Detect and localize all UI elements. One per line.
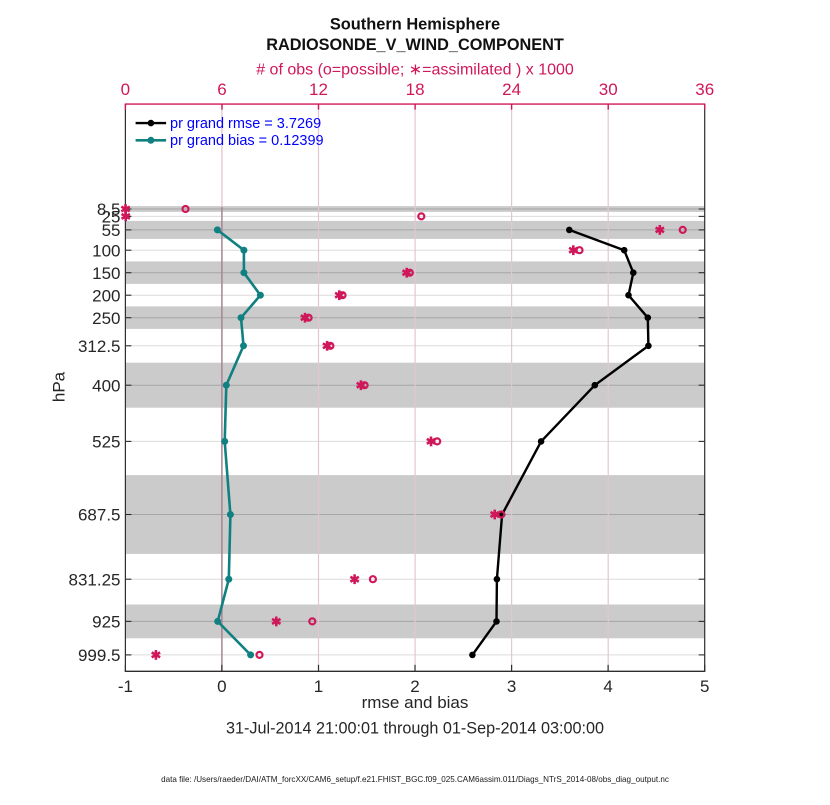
svg-text:55: 55: [102, 221, 121, 240]
svg-text:6: 6: [217, 80, 226, 99]
svg-text:30: 30: [599, 80, 618, 99]
svg-text:RADIOSONDE_V_WIND_COMPONENT: RADIOSONDE_V_WIND_COMPONENT: [266, 36, 564, 54]
svg-text:1: 1: [314, 677, 323, 696]
svg-text:24: 24: [502, 80, 521, 99]
svg-text:31-Jul-2014 21:00:01 through 0: 31-Jul-2014 21:00:01 through 01-Sep-2014…: [226, 720, 604, 738]
svg-text:0: 0: [121, 80, 130, 99]
svg-text:250: 250: [92, 309, 120, 328]
svg-text:999.5: 999.5: [78, 646, 121, 665]
svg-text:pr grand rmse = 3.7269: pr grand rmse = 3.7269: [170, 116, 321, 132]
svg-text:hPa: hPa: [50, 371, 69, 402]
svg-text:8.5: 8.5: [97, 200, 121, 219]
svg-text:925: 925: [92, 613, 120, 632]
svg-text:687.5: 687.5: [78, 506, 121, 525]
svg-text:150: 150: [92, 264, 120, 283]
svg-text:0: 0: [217, 677, 226, 696]
svg-text:data file: /Users/raeder/DAI/A: data file: /Users/raeder/DAI/ATM_forcXX/…: [161, 775, 669, 784]
svg-text:4: 4: [603, 677, 612, 696]
svg-text:-1: -1: [118, 677, 133, 696]
svg-text:rmse and bias: rmse and bias: [362, 693, 469, 712]
svg-text:2: 2: [410, 677, 419, 696]
svg-text:525: 525: [92, 433, 120, 452]
svg-text:100: 100: [92, 241, 120, 260]
svg-text:312.5: 312.5: [78, 337, 121, 356]
svg-text:25: 25: [102, 208, 121, 227]
svg-text:36: 36: [695, 80, 714, 99]
svg-text:400: 400: [92, 376, 120, 395]
svg-text:Southern Hemisphere: Southern Hemisphere: [330, 16, 500, 34]
svg-text:831.25: 831.25: [69, 570, 121, 589]
svg-text:12: 12: [309, 80, 328, 99]
svg-text:200: 200: [92, 286, 120, 305]
svg-text:# of obs (o=possible; ∗=assimi: # of obs (o=possible; ∗=assimilated ) x …: [256, 62, 574, 79]
svg-text:pr grand bias = 0.12399: pr grand bias = 0.12399: [170, 133, 324, 149]
svg-text:3: 3: [507, 677, 516, 696]
svg-text:18: 18: [406, 80, 425, 99]
svg-text:5: 5: [700, 677, 709, 696]
